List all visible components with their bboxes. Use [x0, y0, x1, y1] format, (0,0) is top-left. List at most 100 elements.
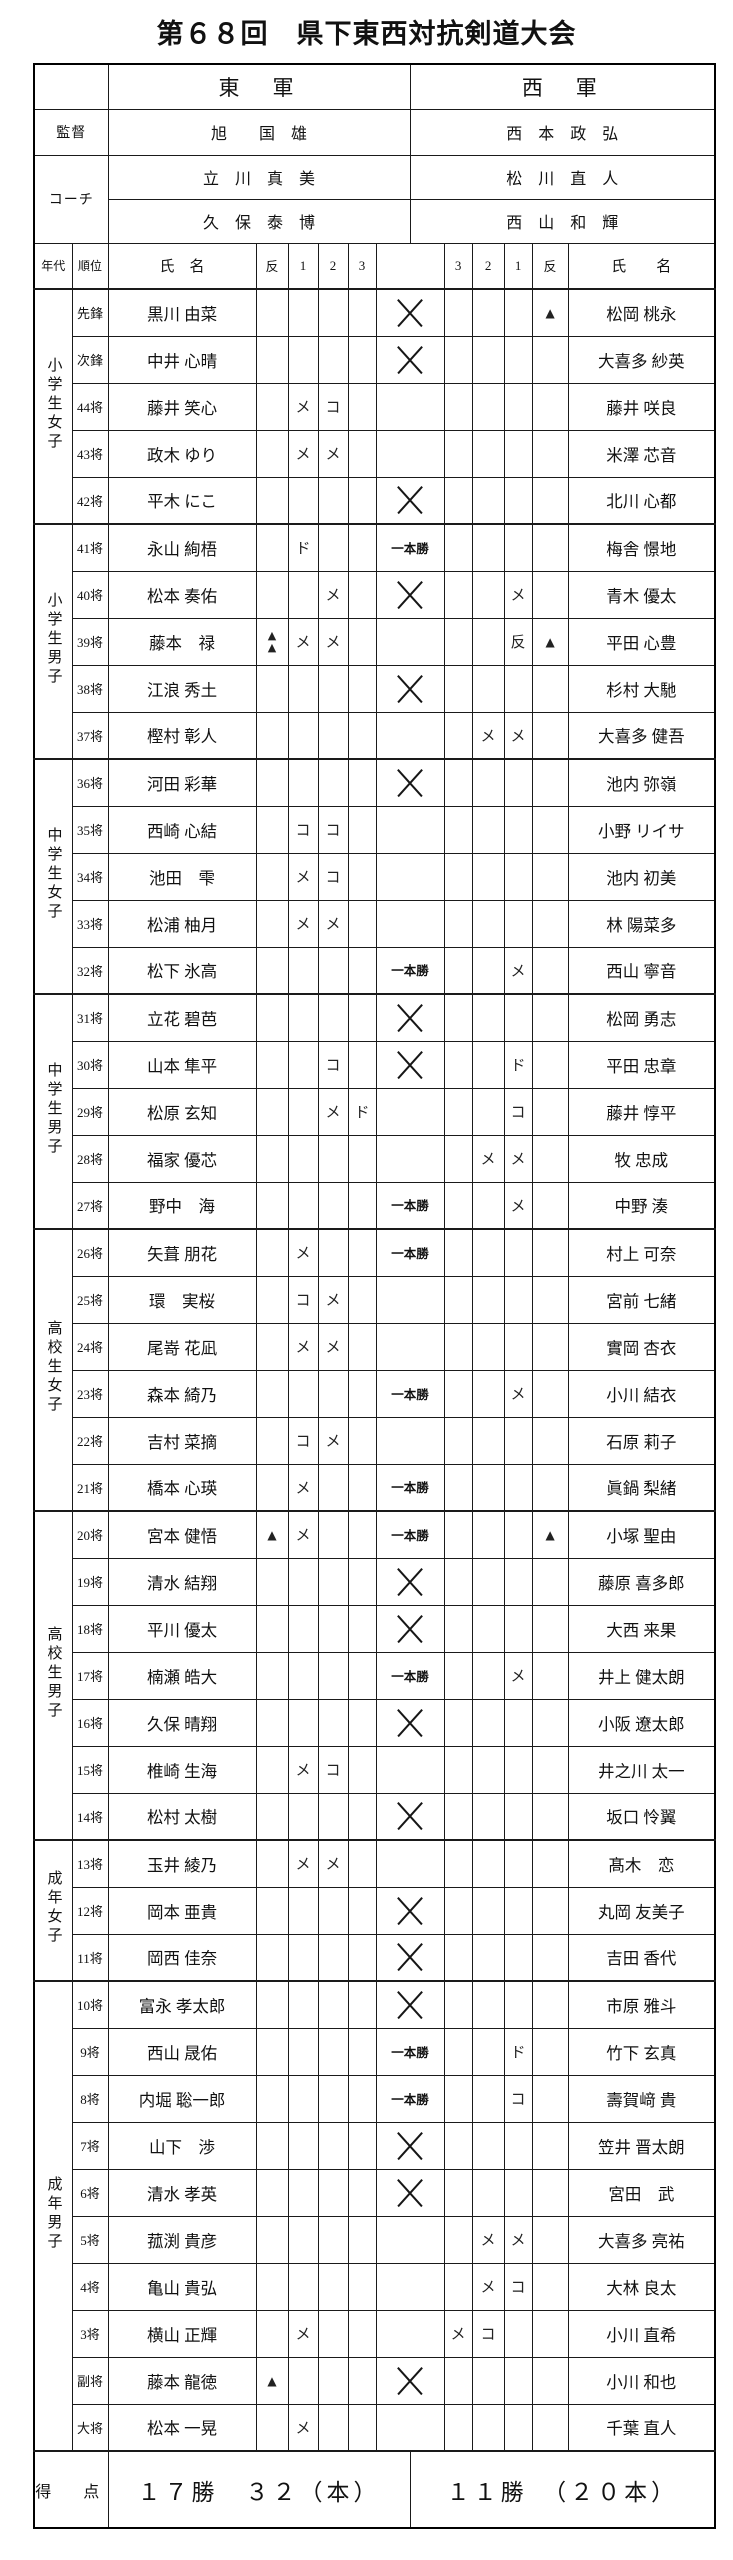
east-score-1: [287, 993, 319, 1042]
east-score-3: [347, 2074, 377, 2123]
draw-x-mark: [396, 1708, 424, 1738]
east-player-name: 宮本 健悟: [107, 1510, 257, 1559]
east-score-2: [317, 1698, 349, 1747]
west-player-name: 藤井 咲良: [567, 382, 716, 431]
west-score-1: 反: [503, 617, 533, 666]
east-player-name: 松原 玄知: [107, 1087, 257, 1136]
score-label: 得 点: [33, 2450, 109, 2529]
east-score-1: メ: [287, 1228, 319, 1277]
east-score-1: メ: [287, 1839, 319, 1888]
east-score-2: [317, 2403, 349, 2452]
match-row: 4将 亀山 貴弘 メコ大林 良太: [34, 2262, 716, 2311]
west-score-3: [443, 664, 473, 713]
west-hansoku-cell: [531, 2121, 569, 2170]
west-hansoku-cell: [531, 1604, 569, 1653]
east-player-name: 玉井 綾乃: [107, 1839, 257, 1888]
coach-label: コーチ: [33, 154, 109, 244]
east-score-3: [347, 1040, 377, 1089]
west-hansoku-cell: [531, 1275, 569, 1324]
west-score-3: [443, 1886, 473, 1935]
east-hansoku-cell: [255, 1369, 289, 1418]
draw-x-mark: [396, 2178, 424, 2208]
east-player-name: 久保 晴翔: [107, 1698, 257, 1747]
match-result-cell: [375, 1698, 445, 1747]
east-hansoku-cell: [255, 429, 289, 478]
rank-cell: 先鋒: [71, 288, 109, 337]
east-player-name: 富永 孝太郎: [107, 1980, 257, 2029]
west-score-1: [503, 523, 533, 572]
rank-cell: 18将: [71, 1604, 109, 1653]
match-row: 6将 清水 孝英 宮田 武: [34, 2168, 716, 2217]
match-row: 32将 松下 氷高 一本勝 メ西山 寧音: [34, 946, 716, 995]
east-player-name: 亀山 貴弘: [107, 2262, 257, 2311]
west-player-name: 坂口 怜翼: [567, 1792, 716, 1841]
west-score-1: [503, 1745, 533, 1794]
west-player-name: 壽賀﨑 貴: [567, 2074, 716, 2123]
east-score-1: コ: [287, 1416, 319, 1465]
east-hansoku-cell: ▲: [255, 2356, 289, 2405]
east-score-3: [347, 852, 377, 901]
east-score-2: [317, 993, 349, 1042]
east-score-1: [287, 1134, 319, 1183]
east-player-name: 清水 結翔: [107, 1557, 257, 1606]
team-header-row: 東 軍 西 軍: [33, 63, 716, 110]
east-score-1: メ: [287, 429, 319, 478]
west-score-1: [503, 2121, 533, 2170]
east-player-name: 松本 奏佑: [107, 570, 257, 619]
east-player-name: 横山 正輝: [107, 2309, 257, 2358]
west-hansoku-cell: [531, 1933, 569, 1982]
east-hansoku-cell: ▲: [255, 1510, 289, 1559]
west-score-1: [503, 1557, 533, 1606]
east-score-2: メ: [317, 1087, 349, 1136]
match-row: 5将 菰渕 貴彦メメ大喜多 亮祐: [34, 2215, 716, 2264]
west-player-name: 眞鍋 梨緒: [567, 1463, 716, 1512]
west-score-1: コ: [503, 2262, 533, 2311]
rank-cell: 30将: [71, 1040, 109, 1089]
match-result-cell: 一本勝: [375, 2074, 445, 2123]
west-score-1: [503, 899, 533, 948]
rank-cell: 37将: [71, 711, 109, 760]
west-score-2: [471, 1745, 505, 1794]
east-score-1: [287, 1604, 319, 1653]
east-hansoku-cell: [255, 382, 289, 431]
east-hansoku-cell: [255, 2309, 289, 2358]
east-score-1: [287, 711, 319, 760]
west-player-name: 小阪 遼太郎: [567, 1698, 716, 1747]
west-score-2: [471, 2356, 505, 2405]
ippon-win-label: 一本勝: [391, 541, 429, 556]
west-score-2: [471, 1510, 505, 1559]
west-score-2: [471, 570, 505, 619]
kantoku-row: 監督 旭 国 雄 西 本 政 弘: [33, 108, 716, 156]
east-player-name: 橋本 心瑛: [107, 1463, 257, 1512]
west-hansoku-cell: [531, 711, 569, 760]
rank-cell: 9将: [71, 2027, 109, 2076]
match-result-cell: [375, 1933, 445, 1982]
col-rank: 順位: [71, 242, 109, 290]
east-hansoku-cell: [255, 335, 289, 384]
west-hansoku-cell: [531, 805, 569, 854]
west-score-3: [443, 1228, 473, 1277]
east-score-3: [347, 1510, 377, 1559]
east-score-3: [347, 664, 377, 713]
east-score-3: [347, 899, 377, 948]
col-w2: 2: [471, 242, 505, 290]
col-center: [375, 242, 445, 290]
east-hansoku-cell: [255, 1416, 289, 1465]
west-score-2: [471, 2168, 505, 2217]
age-group-text: 小学生女子: [45, 356, 62, 452]
match-row: 27将 野中 海 一本勝 メ中野 湊: [34, 1181, 716, 1230]
west-score-3: [443, 899, 473, 948]
west-score-3: [443, 382, 473, 431]
east-player-name: 岡本 亜貴: [107, 1886, 257, 1935]
match-row: 33将 松浦 柚月メメ林 陽菜多: [34, 899, 716, 948]
west-hansoku-cell: [531, 2262, 569, 2311]
west-hansoku-cell: [531, 1651, 569, 1700]
match-row: 成年女子 13将 玉井 綾乃メメ髙木 恋: [33, 1839, 716, 1982]
west-player-name: 小川 和也: [567, 2356, 716, 2405]
east-player-name: 松本 一晃: [107, 2403, 257, 2452]
west-score-1: [503, 1792, 533, 1841]
east-score-3: [347, 2215, 377, 2264]
east-score-3: [347, 1980, 377, 2029]
east-score-3: [347, 758, 377, 807]
west-player-name: 小野 リイサ: [567, 805, 716, 854]
